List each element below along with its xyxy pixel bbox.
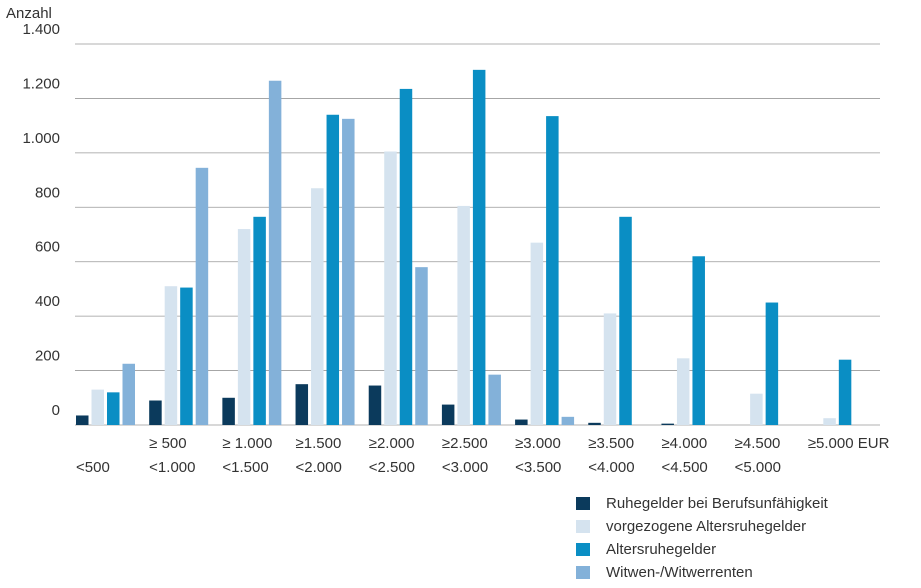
- y-tick-label: 1.000: [22, 130, 60, 147]
- x-tick-label: ≥3.500: [588, 435, 634, 452]
- x-tick-label: ≥1.500: [296, 435, 342, 452]
- x-tick-label: ≥3.000: [515, 435, 561, 452]
- x-tick-label: ≥ 500: [149, 435, 186, 452]
- x-tick-label: <1.500: [222, 459, 268, 476]
- x-tick-label: ≥4.000: [661, 435, 707, 452]
- bar: [222, 397, 235, 425]
- bar: [195, 167, 209, 425]
- y-tick-label: 0: [52, 402, 60, 419]
- y-tick-label: 800: [35, 184, 60, 201]
- y-tick-label: 600: [35, 239, 60, 256]
- x-tick-label: ≥4.500: [735, 435, 781, 452]
- bar: [295, 384, 309, 425]
- bar: [515, 419, 528, 425]
- legend-label: Ruhegelder bei Berufsunfähigkeit: [606, 495, 829, 512]
- x-tick-label: <5.000: [735, 459, 781, 476]
- x-tick-label: <2.500: [369, 459, 415, 476]
- x-tick-label: <4.000: [588, 459, 634, 476]
- legend-swatch: [576, 520, 590, 533]
- y-axis-label: Anzahl: [6, 5, 52, 22]
- bar: [237, 229, 251, 425]
- bar: [180, 287, 193, 425]
- bar: [268, 80, 282, 425]
- y-tick-label: 200: [35, 348, 60, 365]
- x-tick-label: <4.500: [661, 459, 707, 476]
- legend-label: Altersruhegelder: [606, 541, 716, 558]
- x-tick-label: <3.000: [442, 459, 488, 476]
- legend-swatch: [576, 566, 590, 579]
- bar: [546, 116, 559, 425]
- bar: [122, 363, 135, 425]
- y-tick-label: 1.400: [22, 21, 60, 38]
- bar: [561, 416, 575, 425]
- y-tick-label: 400: [35, 293, 60, 310]
- x-tick-label: ≥2.000: [369, 435, 415, 452]
- bar: [76, 415, 89, 425]
- bar: [441, 404, 455, 425]
- bar: [838, 359, 852, 425]
- bar: [750, 393, 763, 425]
- x-tick-label: <2.000: [296, 459, 342, 476]
- bar: [368, 385, 382, 425]
- bar: [765, 302, 779, 425]
- bar: [488, 374, 501, 425]
- bar: [415, 267, 428, 425]
- bar: [472, 69, 486, 425]
- x-tick-label: <500: [76, 459, 110, 476]
- bar: [91, 389, 104, 425]
- bar: [342, 118, 355, 425]
- bar: [530, 242, 544, 425]
- legend-label: vorgezogene Altersruhegelder: [606, 518, 806, 535]
- bar: [164, 286, 178, 425]
- x-tick-label: <1.000: [149, 459, 195, 476]
- bar: [384, 151, 397, 425]
- bar: [676, 358, 690, 425]
- legend-swatch: [576, 543, 590, 556]
- bar: [399, 88, 413, 426]
- bar: [823, 418, 836, 425]
- x-tick-label: ≥ 1.000: [222, 435, 272, 452]
- bar: [311, 188, 324, 425]
- bar: [149, 400, 162, 425]
- bar: [107, 392, 120, 425]
- x-tick-label: ≥2.500: [442, 435, 488, 452]
- bar: [457, 205, 470, 425]
- bar: [326, 114, 340, 425]
- x-tick-label: <3.500: [515, 459, 561, 476]
- bar: [253, 216, 266, 425]
- y-tick-label: 1.200: [22, 75, 60, 92]
- x-tick-label: ≥5.000 EUR: [808, 435, 890, 452]
- bar: [661, 423, 674, 425]
- legend-swatch: [576, 497, 590, 510]
- bar: [619, 216, 632, 425]
- bar: [603, 313, 617, 425]
- legend-label: Witwen-/Witwerrenten: [606, 564, 753, 581]
- bar: [692, 256, 705, 425]
- bar: [588, 422, 601, 425]
